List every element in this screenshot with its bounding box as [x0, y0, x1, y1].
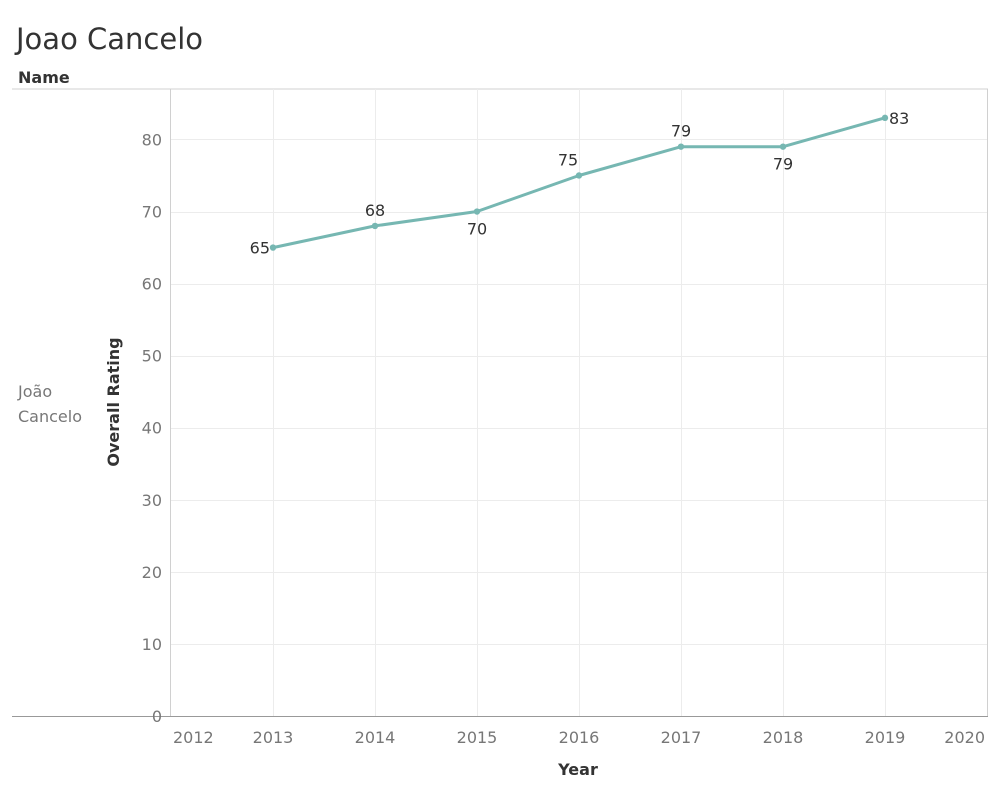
y-tick-label: 0 [152, 707, 162, 726]
x-tick-label: 2013 [253, 728, 294, 747]
data-point[interactable] [473, 208, 481, 215]
data-label: 79 [773, 155, 793, 174]
page-title: Joao Cancelo [16, 22, 204, 56]
row-header-label: Name [18, 68, 70, 87]
data-point[interactable] [371, 222, 379, 230]
data-point[interactable] [677, 143, 685, 150]
data-label: 65 [250, 239, 270, 258]
x-tick-label: 2018 [763, 728, 804, 747]
y-tick-label: 80 [142, 130, 162, 149]
x-tick-label: 2020 [944, 728, 985, 747]
data-labels: 65 68 70 75 79 79 83 [250, 109, 910, 258]
data-label: 83 [889, 109, 909, 128]
x-axis-ticks: 2012 2013 2014 2015 2016 2017 2018 2019 2020 [173, 728, 985, 747]
y-tick-label: 30 [142, 491, 162, 510]
data-label: 68 [365, 201, 385, 220]
data-label: 75 [558, 150, 578, 169]
row-name-label: João Cancelo [18, 379, 108, 429]
row-name-line-2: Cancelo [18, 407, 82, 426]
y-axis-label: Overall Rating [104, 337, 123, 466]
series-layer [269, 114, 889, 251]
x-tick-label: 2016 [559, 728, 600, 747]
y-tick-label: 20 [142, 563, 162, 582]
y-tick-label: 50 [142, 347, 162, 366]
y-axis-ticks: 0 10 20 30 40 50 60 70 80 [142, 130, 162, 726]
gridlines [171, 89, 987, 716]
data-point[interactable] [881, 114, 889, 122]
y-tick-label: 10 [142, 635, 162, 654]
x-tick-label: 2012 [173, 728, 214, 747]
row-name-line-1: João [18, 382, 53, 401]
data-label: 79 [671, 122, 691, 141]
y-tick-label: 70 [142, 203, 162, 222]
data-point[interactable] [575, 172, 583, 179]
data-point[interactable] [269, 244, 277, 251]
data-point[interactable] [779, 143, 787, 150]
y-tick-label: 40 [142, 419, 162, 438]
x-tick-label: 2015 [457, 728, 498, 747]
data-label: 70 [467, 220, 487, 239]
x-tick-label: 2019 [865, 728, 906, 747]
x-tick-label: 2017 [661, 728, 702, 747]
x-axis-label: Year [557, 760, 598, 779]
y-tick-label: 60 [142, 275, 162, 294]
x-tick-label: 2014 [355, 728, 396, 747]
